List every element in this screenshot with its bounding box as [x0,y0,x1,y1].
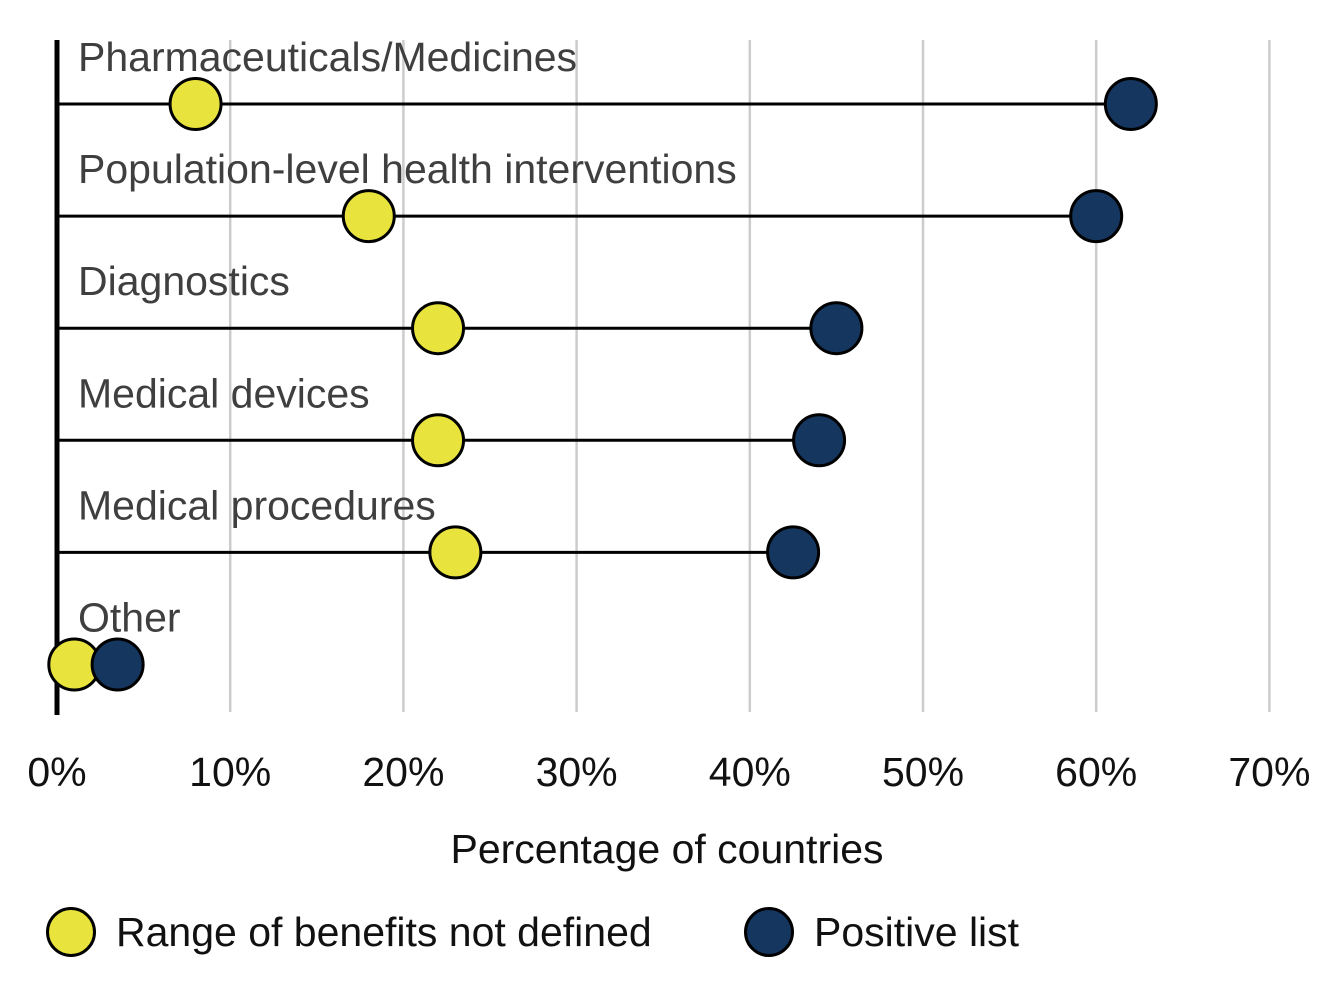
x-tick-label: 40% [709,749,791,795]
legend: Range of benefits not defined Positive l… [0,902,1334,962]
x-tick-label: 60% [1055,749,1137,795]
dot-positive-list [1069,189,1124,244]
x-tick-label: 20% [362,749,444,795]
legend-marker-circle-icon [46,907,96,957]
category-label: Pharmaceuticals/Medicines [78,34,577,80]
x-tick-label: 70% [1228,749,1310,795]
legend-label: Positive list [814,908,1020,955]
dot-range-of-benefits-not-defined [411,301,466,356]
dot-positive-list [809,301,864,356]
category-label: Population-level health interventions [78,146,737,192]
category-label: Diagnostics [78,258,290,304]
dot-range-of-benefits-not-defined [428,525,483,580]
x-tick-label: 50% [882,749,964,795]
dot-range-of-benefits-not-defined [411,413,466,468]
dot-positive-list [90,637,145,692]
dot-positive-list [766,525,821,580]
dot-range-of-benefits-not-defined [168,77,223,131]
dot-range-of-benefits-not-defined [341,189,396,244]
category-label: Medical procedures [78,482,436,528]
legend-marker-circle-icon [744,907,794,957]
legend-item-range-not-defined: Range of benefits not defined [46,902,652,962]
x-tick-label: 10% [189,749,271,795]
dot-positive-list [1103,77,1158,131]
legend-item-positive-list: Positive list [744,902,1019,962]
x-tick-label: 30% [536,749,618,795]
category-label: Other [78,595,181,641]
x-axis-title: Percentage of countries [450,826,884,872]
plot-area: Pharmaceuticals/Medicines Population-leve… [27,34,1310,795]
dot-positive-list [792,413,847,468]
x-tick-label: 0% [27,749,86,795]
category-label: Medical devices [78,370,370,416]
legend-label: Range of benefits not defined [116,908,652,955]
